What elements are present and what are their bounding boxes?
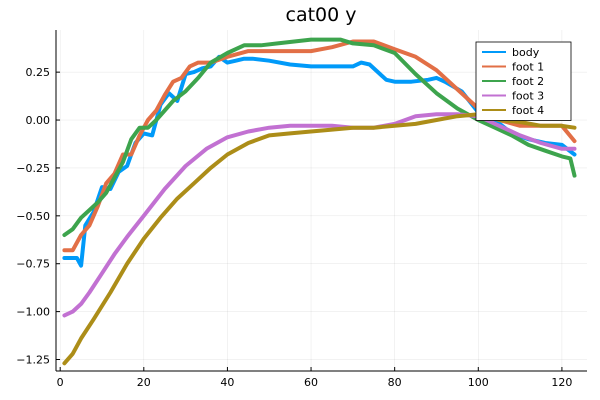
x-tick-label: 60 — [304, 376, 318, 389]
y-tick-label: 0.00 — [26, 114, 51, 127]
y-tick-label: −1.00 — [16, 306, 50, 319]
x-tick-label: 80 — [388, 376, 402, 389]
legend-label: foot 3 — [512, 90, 544, 103]
legend-label: foot 4 — [512, 104, 544, 117]
series-line-foot-3 — [62, 112, 577, 318]
x-tick-label: 100 — [468, 376, 489, 389]
chart-title: cat00 y — [286, 4, 357, 26]
legend-label: foot 2 — [512, 75, 544, 88]
y-tick-label: −0.75 — [16, 258, 50, 271]
y-tick-label: 0.25 — [26, 66, 51, 79]
legend-label: body — [512, 46, 540, 59]
x-tick-label: 120 — [551, 376, 572, 389]
tick-labels: 0 20 40 60 80 100 120 −1.25 −1.00 −0.75 −0.50 −0.25… — [16, 66, 572, 389]
x-tick-label: 40 — [220, 376, 234, 389]
legend-label: foot 1 — [512, 61, 544, 74]
y-tick-label: −0.25 — [16, 162, 50, 175]
grid-lines — [56, 30, 587, 371]
x-tick-label: 0 — [57, 376, 64, 389]
y-tick-label: −1.25 — [16, 354, 50, 367]
x-tick-label: 20 — [137, 376, 151, 389]
series-line-foot-2 — [62, 37, 577, 237]
axes — [55, 30, 587, 372]
y-tick-label: −0.50 — [16, 210, 50, 223]
